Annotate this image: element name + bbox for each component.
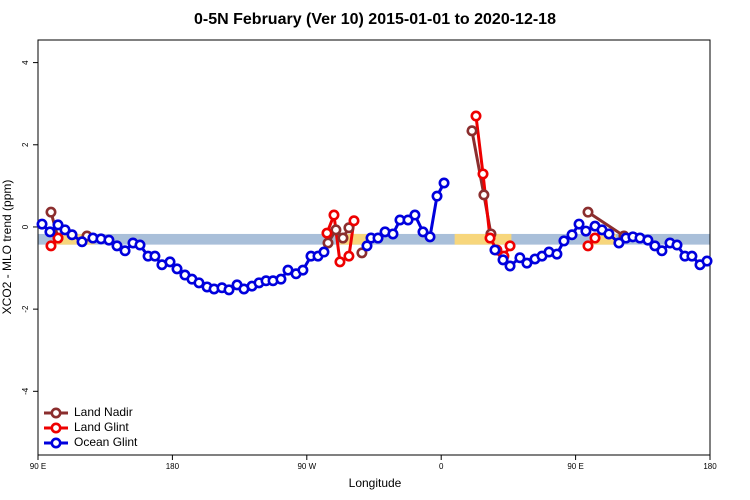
y-tick-label: 4 bbox=[21, 60, 30, 65]
data-point bbox=[343, 222, 355, 234]
data-point bbox=[111, 240, 123, 252]
data-point bbox=[671, 239, 683, 251]
x-axis-label: Longitude bbox=[349, 476, 402, 490]
chart-title: 0-5N February (Ver 10) 2015-01-01 to 202… bbox=[194, 11, 556, 28]
data-point bbox=[484, 232, 496, 244]
data-point bbox=[438, 177, 450, 189]
data-point bbox=[701, 255, 713, 267]
y-axis-label: XCO2 - MLO trend (ppm) bbox=[0, 180, 14, 315]
data-point bbox=[489, 244, 501, 256]
data-point bbox=[328, 209, 340, 221]
data-point bbox=[582, 206, 594, 218]
data-point bbox=[589, 232, 601, 244]
y-tick-label: 2 bbox=[21, 142, 30, 147]
data-point bbox=[330, 224, 342, 236]
data-point bbox=[193, 277, 205, 289]
data-point bbox=[348, 215, 360, 227]
x-tick-label: 90 E bbox=[567, 462, 583, 471]
data-point bbox=[613, 237, 625, 249]
data-point bbox=[573, 218, 585, 230]
data-point bbox=[297, 264, 309, 276]
data-point bbox=[45, 206, 57, 218]
data-point bbox=[322, 237, 334, 249]
data-point bbox=[52, 232, 64, 244]
data-point bbox=[66, 229, 78, 241]
data-point bbox=[103, 234, 115, 246]
land-band bbox=[590, 233, 616, 245]
data-point bbox=[566, 229, 578, 241]
x-tick-label: 180 bbox=[166, 462, 180, 471]
y-tick-label: -4 bbox=[21, 387, 30, 395]
data-point bbox=[149, 250, 161, 262]
data-point bbox=[334, 256, 346, 268]
data-point bbox=[223, 284, 235, 296]
data-point bbox=[603, 228, 615, 240]
data-point bbox=[321, 227, 333, 239]
data-point bbox=[642, 234, 654, 246]
data-point bbox=[477, 168, 489, 180]
legend-marker bbox=[50, 422, 62, 434]
data-point bbox=[504, 240, 516, 252]
data-point bbox=[337, 232, 349, 244]
x-tick-label: 180 bbox=[703, 462, 717, 471]
land-band bbox=[339, 233, 370, 245]
data-point bbox=[580, 225, 592, 237]
data-point bbox=[372, 232, 384, 244]
data-point bbox=[318, 246, 330, 258]
data-point bbox=[36, 218, 48, 230]
data-point bbox=[424, 231, 436, 243]
data-point bbox=[686, 250, 698, 262]
x-tick-label: 90 E bbox=[30, 462, 46, 471]
data-point bbox=[504, 260, 516, 272]
data-point bbox=[431, 190, 443, 202]
data-point bbox=[656, 245, 668, 257]
data-point bbox=[171, 263, 183, 275]
data-point bbox=[356, 247, 368, 259]
data-point bbox=[497, 254, 509, 266]
data-point bbox=[558, 235, 570, 247]
data-point bbox=[521, 257, 533, 269]
data-point bbox=[119, 245, 131, 257]
data-point bbox=[343, 250, 355, 262]
y-tick-label: 0 bbox=[21, 224, 30, 229]
data-point bbox=[402, 214, 414, 226]
legend-label: Land Nadir bbox=[74, 405, 133, 419]
data-point bbox=[387, 228, 399, 240]
data-point bbox=[551, 248, 563, 260]
y-tick-label: -2 bbox=[21, 305, 30, 313]
data-point bbox=[164, 256, 176, 268]
data-point bbox=[44, 226, 56, 238]
data-point bbox=[649, 240, 661, 252]
legend-label: Land Glint bbox=[74, 420, 129, 434]
data-point bbox=[134, 239, 146, 251]
land-band bbox=[454, 233, 512, 245]
data-point bbox=[478, 189, 490, 201]
legend-label: Ocean Glint bbox=[74, 435, 138, 449]
data-point bbox=[52, 219, 64, 231]
x-tick-label: 0 bbox=[439, 462, 444, 471]
data-point bbox=[76, 236, 88, 248]
data-point bbox=[59, 224, 71, 236]
data-point bbox=[409, 209, 421, 221]
data-point bbox=[582, 240, 594, 252]
data-point bbox=[470, 110, 482, 122]
x-tick-label: 90 W bbox=[297, 462, 316, 471]
legend-marker bbox=[50, 407, 62, 419]
data-point bbox=[275, 273, 287, 285]
data-point bbox=[45, 240, 57, 252]
data-point bbox=[417, 226, 429, 238]
plot-frame bbox=[37, 39, 711, 456]
data-point bbox=[514, 252, 526, 264]
data-point bbox=[466, 125, 478, 137]
legend-marker bbox=[50, 437, 62, 449]
